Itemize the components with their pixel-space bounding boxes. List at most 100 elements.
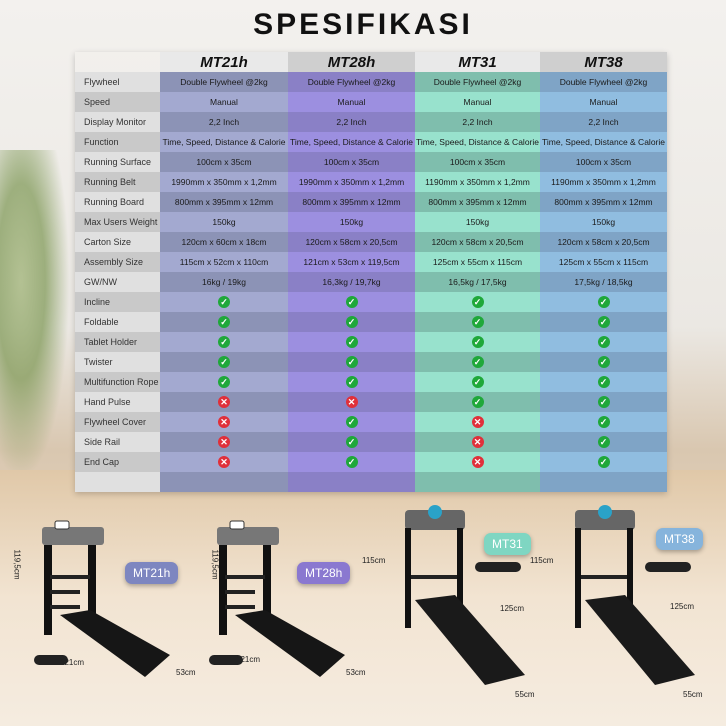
check-icon: ✓ bbox=[218, 356, 230, 368]
table-row: Running Belt 1990mm x 350mm x 1,2mm 1990mm… bbox=[75, 172, 667, 192]
check-icon: ✓ bbox=[597, 336, 610, 348]
table-row: Speed Manual Manual Manual Manual bbox=[75, 92, 667, 112]
spec-cell: 120cm x 58cm x 20,5cm bbox=[415, 232, 540, 252]
feature-cell: ✓ bbox=[160, 352, 288, 372]
row-label bbox=[75, 472, 160, 492]
spec-cell: 17,5kg / 18,5kg bbox=[540, 272, 667, 292]
spec-cell: 2,2 Inch bbox=[415, 112, 540, 132]
check-icon: ✓ bbox=[597, 356, 610, 368]
check-icon: ✓ bbox=[345, 436, 358, 448]
feature-cell: ✓ bbox=[160, 332, 288, 352]
header-mt21h: MT21h bbox=[160, 52, 288, 72]
check-icon: ✓ bbox=[345, 316, 358, 328]
spec-cell: 115cm x 52cm x 110cm bbox=[160, 252, 288, 272]
background-plant bbox=[0, 150, 70, 480]
check-icon: ✓ bbox=[345, 456, 358, 468]
header-empty bbox=[75, 52, 160, 72]
model-label: MT31 bbox=[484, 533, 531, 555]
cross-icon: ✕ bbox=[218, 416, 230, 428]
table-row: Twister ✓ ✓ ✓ ✓ bbox=[75, 352, 667, 372]
spec-cell: Manual bbox=[415, 92, 540, 112]
spec-cell: 100cm x 35cm bbox=[288, 152, 415, 172]
header-mt28h: MT28h bbox=[288, 52, 415, 72]
cross-icon: ✕ bbox=[471, 416, 484, 428]
dimension-width: 53cm bbox=[176, 668, 196, 677]
check-icon: ✓ bbox=[345, 356, 358, 368]
feature-cell: ✓ bbox=[288, 452, 415, 472]
spec-cell: 16kg / 19kg bbox=[160, 272, 288, 292]
row-label: Twister bbox=[75, 352, 160, 372]
table-row: Flywheel Double Flywheel @2kg Double Flywh… bbox=[75, 72, 667, 92]
spec-cell bbox=[540, 472, 667, 492]
page-title: SPESIFIKASI bbox=[253, 8, 473, 41]
spec-cell bbox=[288, 472, 415, 492]
dimension-height: 119,5cm bbox=[210, 549, 220, 580]
feature-cell: ✓ bbox=[288, 332, 415, 352]
table-row: GW/NW 16kg / 19kg 16,3kg / 19,7kg 16,5kg / … bbox=[75, 272, 667, 292]
spec-cell: Time, Speed, Distance & Calorie bbox=[540, 132, 667, 152]
table-row: Tablet Holder ✓ ✓ ✓ ✓ bbox=[75, 332, 667, 352]
cross-icon: ✕ bbox=[345, 396, 358, 408]
treadmill-image bbox=[575, 505, 695, 685]
row-label: Assembly Size bbox=[75, 252, 160, 272]
check-icon: ✓ bbox=[597, 416, 610, 428]
spec-cell: Manual bbox=[160, 92, 288, 112]
row-label: Incline bbox=[75, 292, 160, 312]
feature-cell: ✓ bbox=[540, 412, 667, 432]
feature-cell: ✕ bbox=[415, 432, 540, 452]
treadmill-image bbox=[209, 520, 345, 677]
table-row: Assembly Size 115cm x 52cm x 110cm 121cm x… bbox=[75, 252, 667, 272]
spec-cell: 1190mm x 350mm x 1,2mm bbox=[415, 172, 540, 192]
row-label: Carton Size bbox=[75, 232, 160, 252]
check-icon: ✓ bbox=[471, 356, 484, 368]
feature-cell: ✓ bbox=[415, 312, 540, 332]
treadmill-image bbox=[405, 505, 525, 685]
check-icon: ✓ bbox=[597, 436, 610, 448]
spec-cell: Manual bbox=[540, 92, 667, 112]
spec-cell: 100cm x 35cm bbox=[160, 152, 288, 172]
feature-cell: ✓ bbox=[415, 392, 540, 412]
row-label: Tablet Holder bbox=[75, 332, 160, 352]
spec-cell: 121cm x 53cm x 119,5cm bbox=[288, 252, 415, 272]
spec-cell: 125cm x 55cm x 115cm bbox=[415, 252, 540, 272]
feature-cell: ✓ bbox=[540, 312, 667, 332]
cross-icon: ✕ bbox=[218, 436, 230, 448]
row-label: GW/NW bbox=[75, 272, 160, 292]
check-icon: ✓ bbox=[597, 296, 610, 308]
dimension-length: 125cm bbox=[500, 604, 525, 613]
check-icon: ✓ bbox=[218, 316, 230, 328]
model-label: MT21h bbox=[125, 562, 179, 584]
spec-cell: 120cm x 60cm x 18cm bbox=[160, 232, 288, 252]
row-label: Display Monitor bbox=[75, 112, 160, 132]
feature-cell: ✕ bbox=[415, 412, 540, 432]
check-icon: ✓ bbox=[471, 316, 484, 328]
dimension-length: 121cm bbox=[236, 655, 261, 664]
table-row: Max Users Weight 150kg 150kg 150kg 150kg bbox=[75, 212, 667, 232]
row-label: Running Belt bbox=[75, 172, 160, 192]
spec-cell: Time, Speed, Distance & Calorie bbox=[415, 132, 540, 152]
dimension-height: 115cm bbox=[530, 556, 554, 565]
table-row: Foldable ✓ ✓ ✓ ✓ bbox=[75, 312, 667, 332]
treadmill-image bbox=[34, 520, 170, 677]
check-icon: ✓ bbox=[597, 376, 610, 388]
model-label: MT28h bbox=[297, 562, 351, 584]
check-icon: ✓ bbox=[471, 396, 484, 408]
feature-cell: ✓ bbox=[288, 412, 415, 432]
feature-cell: ✕ bbox=[160, 452, 288, 472]
spec-cell: 2,2 Inch bbox=[540, 112, 667, 132]
spec-cell bbox=[160, 472, 288, 492]
cross-icon: ✕ bbox=[218, 456, 230, 468]
dimension-height: 119,5cm bbox=[12, 549, 22, 580]
row-label: Foldable bbox=[75, 312, 160, 332]
table-body: Flywheel Double Flywheel @2kg Double Flywh… bbox=[75, 72, 667, 492]
row-label: Multifunction Rope bbox=[75, 372, 160, 392]
feature-cell: ✕ bbox=[160, 432, 288, 452]
spec-table: MT21h MT28h MT31 MT38 Flywheel Double Fly… bbox=[75, 52, 667, 492]
row-label: End Cap bbox=[75, 452, 160, 472]
spec-cell: 1990mm x 350mm x 1,2mm bbox=[160, 172, 288, 192]
feature-cell: ✓ bbox=[288, 312, 415, 332]
header-mt31: MT31 bbox=[415, 52, 540, 72]
row-label: Function bbox=[75, 132, 160, 152]
spec-cell: 120cm x 58cm x 20,5cm bbox=[540, 232, 667, 252]
header-mt38: MT38 bbox=[540, 52, 667, 72]
